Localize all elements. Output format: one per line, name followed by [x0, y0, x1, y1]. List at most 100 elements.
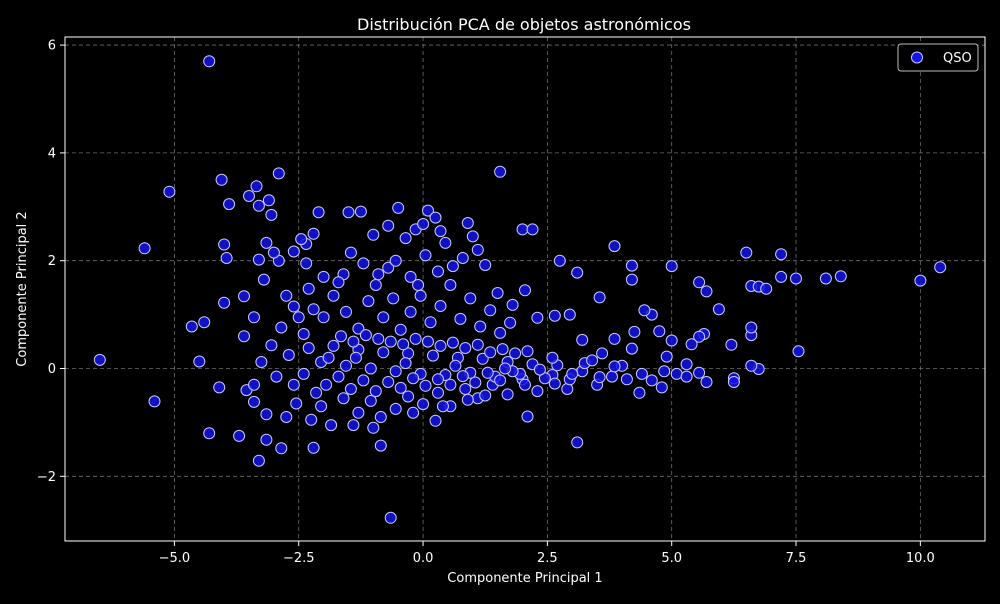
data-point — [461, 393, 474, 406]
data-point — [566, 367, 579, 380]
data-point — [693, 276, 706, 289]
data-point — [419, 249, 432, 262]
data-point — [424, 316, 437, 329]
data-point — [270, 370, 283, 383]
data-point — [407, 372, 420, 385]
data-point — [546, 351, 559, 364]
data-point — [819, 272, 832, 285]
data-point — [914, 274, 927, 287]
data-point — [655, 381, 668, 394]
y-tick-label: 4 — [48, 146, 56, 161]
data-point — [680, 370, 693, 383]
data-point — [645, 374, 658, 387]
chart-title: Distribución PCA de objetos astronómicos — [357, 15, 691, 34]
data-point — [439, 236, 452, 249]
data-point — [712, 303, 725, 316]
data-point — [680, 358, 693, 371]
data-point — [476, 352, 489, 365]
data-point — [307, 303, 320, 316]
data-point — [387, 292, 400, 305]
data-point — [521, 345, 534, 358]
data-point — [625, 259, 638, 272]
data-point — [449, 359, 462, 372]
data-point — [571, 266, 584, 279]
data-point — [422, 335, 434, 348]
data-point — [429, 211, 442, 224]
data-point — [399, 357, 412, 370]
data-point — [337, 392, 350, 405]
data-point — [292, 311, 305, 324]
x-tick-label: 2.5 — [537, 551, 558, 566]
data-point — [362, 295, 375, 308]
y-axis-ticks: −2 0 2 4 6 — [37, 39, 65, 485]
data-point — [484, 304, 497, 317]
data-point — [280, 411, 293, 423]
x-axis-ticks: −5.0 −2.5 0.0 2.5 5.0 7.5 10.0 — [159, 541, 935, 566]
data-point — [834, 270, 847, 283]
data-point — [315, 400, 328, 413]
data-point — [252, 199, 265, 212]
data-point — [693, 330, 706, 343]
data-point — [593, 291, 606, 304]
data-point — [287, 378, 300, 391]
data-point — [223, 198, 236, 211]
data-point — [257, 273, 270, 286]
data-point — [317, 270, 330, 283]
data-point — [352, 406, 365, 419]
data-point — [332, 276, 345, 289]
data-point — [474, 320, 487, 333]
data-point — [260, 236, 273, 249]
data-point — [325, 419, 338, 432]
data-point — [260, 433, 273, 446]
data-point — [275, 442, 288, 455]
data-point — [295, 233, 308, 246]
data-point — [203, 427, 216, 440]
legend-marker-qso — [911, 51, 923, 64]
data-point — [576, 333, 589, 346]
data-point — [459, 383, 472, 395]
data-point — [464, 292, 477, 305]
data-point — [548, 377, 561, 390]
grid — [65, 37, 985, 541]
data-point — [434, 300, 447, 312]
plot-frame — [64, 36, 986, 542]
data-point — [347, 335, 360, 348]
data-point — [248, 378, 260, 391]
data-point — [553, 254, 566, 267]
data-point — [501, 388, 514, 401]
data-point — [344, 246, 357, 259]
y-tick-label: 2 — [48, 254, 56, 269]
data-point — [275, 321, 288, 334]
data-point — [459, 342, 472, 354]
data-point — [265, 339, 278, 352]
data-point — [745, 359, 758, 372]
data-point — [220, 252, 233, 264]
data-point — [454, 312, 467, 325]
data-point — [571, 436, 584, 449]
data-points — [93, 55, 947, 524]
data-point — [372, 268, 385, 281]
data-point — [665, 334, 678, 347]
data-point — [300, 257, 313, 270]
data-point — [417, 398, 430, 411]
data-point — [342, 206, 355, 219]
data-point — [248, 395, 260, 408]
x-axis-label: Componente Principal 1 — [447, 571, 602, 586]
data-point — [305, 413, 318, 426]
data-point — [412, 279, 425, 291]
data-point — [484, 346, 497, 359]
data-point — [392, 201, 405, 214]
data-point — [665, 260, 678, 273]
data-point — [148, 395, 161, 408]
data-point — [287, 245, 300, 258]
data-point — [138, 242, 151, 255]
data-point — [248, 311, 260, 324]
data-point — [250, 180, 263, 193]
data-point — [444, 279, 457, 291]
data-point — [340, 305, 352, 318]
data-point — [504, 316, 517, 329]
data-point — [479, 389, 492, 402]
data-point — [255, 356, 268, 368]
data-point — [198, 316, 211, 329]
data-point — [364, 394, 377, 407]
